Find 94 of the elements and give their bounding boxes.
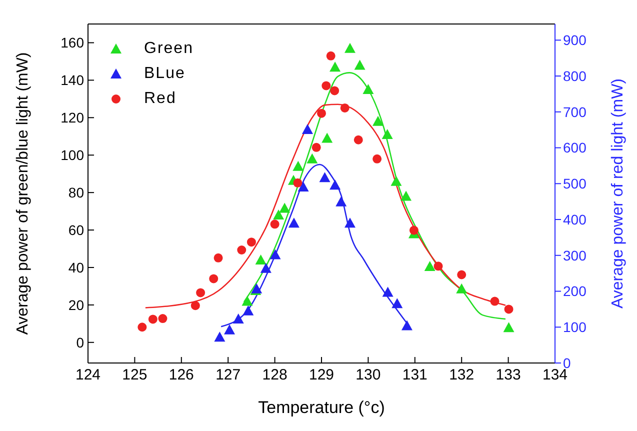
y-tick-label: 140 xyxy=(60,72,84,88)
point xyxy=(372,154,382,164)
x-tick-label: 127 xyxy=(216,366,241,384)
point xyxy=(400,190,412,201)
point xyxy=(434,262,443,271)
point xyxy=(148,314,158,324)
point xyxy=(232,313,244,324)
point xyxy=(456,283,468,294)
point xyxy=(306,153,318,164)
x-tick-label: 132 xyxy=(449,366,474,384)
point xyxy=(390,176,402,186)
x-tick-label: 126 xyxy=(168,366,194,384)
point xyxy=(242,305,254,316)
y2-tick-label: 300 xyxy=(563,247,587,264)
point xyxy=(382,129,393,140)
point xyxy=(138,322,147,332)
point xyxy=(344,42,356,53)
y2-tick-label: 200 xyxy=(563,283,587,300)
point xyxy=(322,132,333,143)
y2-tick-label: 600 xyxy=(563,140,587,156)
point xyxy=(196,288,206,298)
point xyxy=(457,270,466,280)
point xyxy=(409,226,418,235)
point xyxy=(298,181,309,192)
y2-tick-label: 800 xyxy=(563,68,587,84)
point xyxy=(273,210,284,220)
y2-tick-label: 500 xyxy=(563,176,587,192)
point xyxy=(279,202,290,213)
y-tick-label: 80 xyxy=(68,184,84,201)
point xyxy=(214,253,223,262)
point xyxy=(260,262,272,273)
point xyxy=(302,124,313,134)
point xyxy=(317,108,326,118)
y-tick-label: 100 xyxy=(60,147,84,164)
x-tick-label: 128 xyxy=(262,366,288,384)
point xyxy=(354,60,366,70)
point xyxy=(326,51,336,60)
x-tick-label: 125 xyxy=(122,366,148,384)
point xyxy=(270,220,280,229)
point xyxy=(312,142,321,152)
y2-axis-title: Average power of red light (mW) xyxy=(610,78,627,309)
x-tick-label: 129 xyxy=(308,366,334,384)
y-axis-title: Average power of green/blue light (mW) xyxy=(14,52,32,335)
point xyxy=(255,254,266,264)
point xyxy=(330,62,341,72)
point xyxy=(362,84,374,94)
line-series xyxy=(243,72,506,320)
y2-tick-label: 100 xyxy=(563,319,587,336)
point xyxy=(209,274,218,284)
y2-tick-label: 900 xyxy=(563,32,587,48)
x-tick-label: 134 xyxy=(542,366,568,384)
legend-label: BLue xyxy=(144,64,186,82)
point xyxy=(401,320,412,330)
y-tick-label: 40 xyxy=(68,259,84,276)
point xyxy=(424,261,436,272)
point xyxy=(242,296,253,306)
y-tick-label: 20 xyxy=(68,296,84,313)
point xyxy=(292,160,304,171)
y-tick-label: 60 xyxy=(68,222,84,238)
point xyxy=(372,116,384,126)
point xyxy=(490,296,500,306)
point xyxy=(319,172,330,182)
y-tick-label: 0 xyxy=(76,334,84,350)
point xyxy=(237,246,246,254)
x-axis-title: Temperature (°c) xyxy=(258,398,385,417)
point xyxy=(336,196,347,206)
x-tick-label: 130 xyxy=(356,366,381,384)
point xyxy=(246,238,256,247)
point xyxy=(344,218,356,228)
point xyxy=(504,304,514,314)
point xyxy=(270,249,281,260)
point xyxy=(224,324,235,334)
point xyxy=(503,322,514,332)
y-tick-label: 160 xyxy=(60,34,84,51)
point xyxy=(330,180,341,190)
y2-tick-label: 700 xyxy=(563,104,587,120)
x-tick-label: 133 xyxy=(496,366,521,384)
point xyxy=(190,301,200,310)
point xyxy=(340,103,350,112)
legend-label: Green xyxy=(144,40,194,58)
legend-label: Red xyxy=(144,90,176,108)
x-tick-label: 124 xyxy=(75,366,101,384)
x-tick-label: 131 xyxy=(402,366,428,384)
point xyxy=(354,135,363,144)
point xyxy=(322,81,331,90)
point xyxy=(288,218,300,228)
y-tick-label: 120 xyxy=(60,110,84,126)
point xyxy=(392,298,403,308)
point xyxy=(382,286,394,297)
point xyxy=(158,314,168,324)
point xyxy=(293,178,302,188)
y2-tick-label: 400 xyxy=(563,211,587,228)
point xyxy=(214,332,226,342)
point xyxy=(330,86,340,96)
